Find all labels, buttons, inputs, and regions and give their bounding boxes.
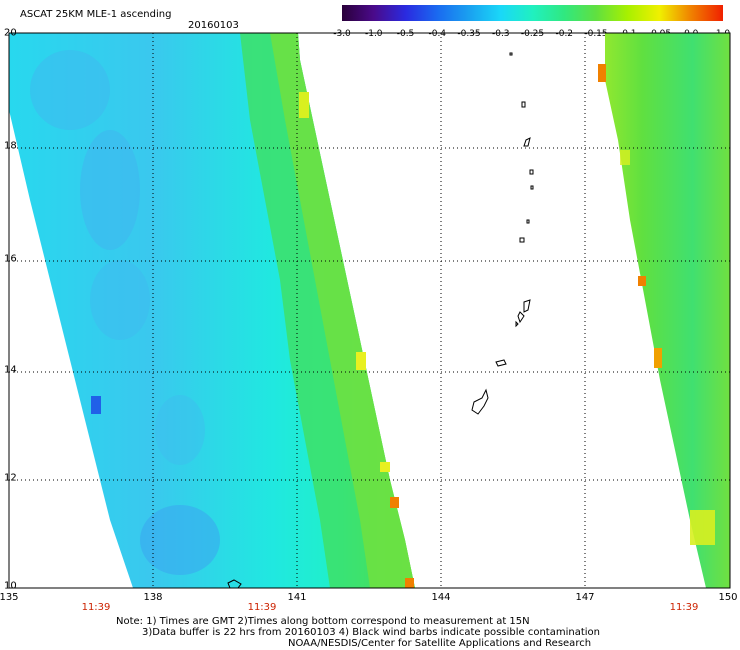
- colorbar-tick-label: -0.15: [584, 29, 608, 39]
- coastline-island-icon: [530, 185, 534, 190]
- swath-edge-inner: [270, 33, 415, 588]
- swath-right: [605, 33, 730, 588]
- lat-label-12: 12: [4, 472, 17, 484]
- lon-label-138: 138: [143, 592, 163, 603]
- swath-patch: [140, 505, 220, 575]
- colorbar-tick-label: -3.0: [333, 29, 351, 39]
- colorbar-tick-label: -0.5: [396, 29, 415, 39]
- time-label-left: 11:39: [81, 602, 111, 613]
- coastline-island-icon: [526, 219, 530, 224]
- colorbar-tick-label: -0.35: [457, 29, 481, 39]
- swath-pixel: [598, 64, 606, 82]
- swath-pixel: [654, 348, 662, 368]
- coastline-rota-icon: [495, 359, 507, 367]
- map-title: ASCAT 25KM MLE-1 ascending: [20, 9, 172, 20]
- plot-frame: [8, 32, 731, 589]
- swath-pixel: [356, 352, 366, 370]
- lat-label-18: 18: [4, 140, 17, 152]
- coastline-island-icon: [529, 169, 534, 175]
- swath-pixel: [299, 92, 309, 118]
- time-label-mid: 11:39: [247, 602, 277, 613]
- swath-patch: [30, 50, 110, 130]
- lat-label-14: 14: [4, 364, 17, 376]
- colorbar-tick-label: -0.4: [428, 29, 447, 39]
- coastline-island-icon: [519, 237, 525, 243]
- lat-label-16: 16: [4, 253, 17, 265]
- colorbar-gradient: [342, 5, 723, 21]
- lon-label-144: 144: [431, 592, 451, 603]
- coastline-island-icon: [227, 579, 242, 588]
- coastline-saipan-icon: [523, 299, 531, 313]
- lon-label-150: 150: [718, 592, 738, 603]
- lon-label-141: 141: [287, 592, 307, 603]
- coastline-island-icon: [515, 320, 519, 328]
- note-line-1: Note: 1) Times are GMT 2)Times along bot…: [116, 616, 530, 627]
- swath-pixel: [620, 150, 630, 165]
- swath-patch: [80, 130, 140, 250]
- swath-pixel: [638, 276, 646, 286]
- swath-pixel: [405, 578, 414, 588]
- swath-patch: [155, 395, 205, 465]
- colorbar-tick-label: -0.3: [491, 29, 510, 39]
- coastline-tinian-icon: [517, 311, 525, 324]
- swath-pixel: [91, 396, 101, 414]
- colorbar-tick-label: -0.2: [555, 29, 574, 39]
- note-line-3: NOAA/NESDIS/Center for Satellite Applica…: [288, 638, 592, 649]
- lat-label-20: 20: [4, 27, 17, 39]
- coastline-island-icon: [521, 101, 526, 108]
- coastline-guam-icon: [471, 388, 489, 415]
- note-line-2: 3)Data buffer is 22 hrs from 20160103 4)…: [142, 627, 600, 638]
- lon-label-147: 147: [575, 592, 595, 603]
- time-label-right: 11:39: [669, 602, 699, 613]
- swath-pixel: [390, 497, 399, 508]
- swath-pixel: [380, 462, 390, 472]
- colorbar-tick-label: -0.25: [520, 29, 545, 39]
- lon-label-135: 135: [0, 592, 19, 603]
- swath-pixel: [690, 510, 715, 545]
- map-date: 20160103: [188, 20, 239, 31]
- coastline-island-icon: [509, 52, 513, 56]
- colorbar-tick-label: -1.0: [364, 29, 383, 39]
- coastline-island-icon: [523, 137, 531, 147]
- swath-patch: [90, 260, 150, 340]
- grid-lines: [9, 33, 730, 588]
- lat-label-10: 10: [4, 580, 17, 592]
